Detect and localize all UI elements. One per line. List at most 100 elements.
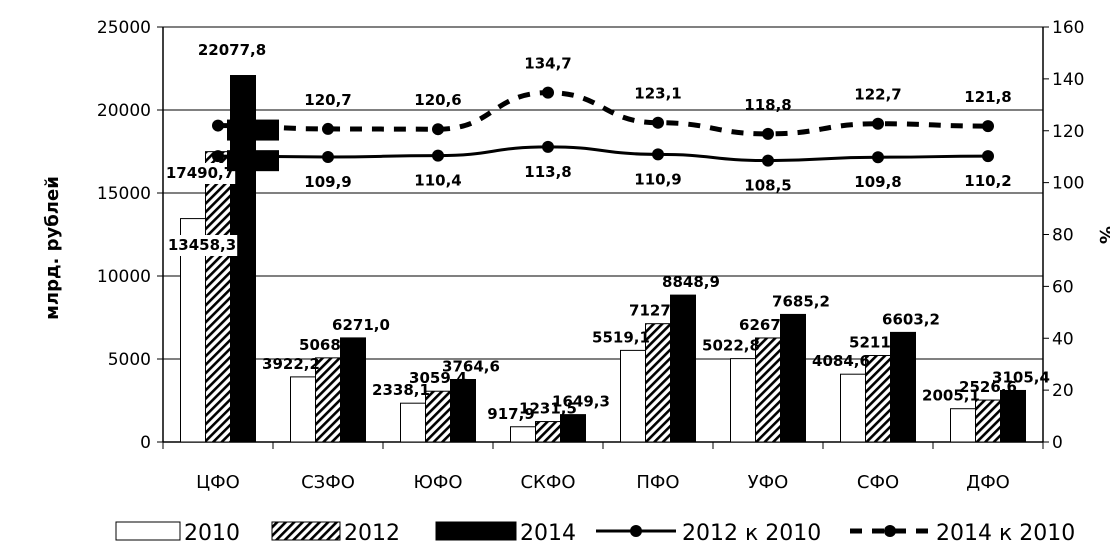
bar-2012 [645,323,671,443]
y2-tick-label: 140 [1052,70,1084,90]
data-label-bg [227,150,279,172]
bar-2010 [840,373,866,443]
data-label-2012: 5068,3 [299,336,357,354]
legend-marker [884,525,896,537]
x-tick-label: СФО [857,472,899,493]
data-label-2012 к 2010: 108,5 [744,177,791,195]
data-label-2014: 6271,0 [332,316,390,334]
y-axis-title: млрд. рублей [42,176,63,320]
y-tick-label: 5000 [108,350,151,370]
x-tick-label: ЦФО [196,472,240,493]
bar-2010 [950,408,976,443]
y-tick-label: 15000 [97,184,151,204]
data-label-2010: 917,9 [487,405,534,423]
data-label-2014: 3764,6 [442,358,500,376]
data-label-2012: 1231,5 [519,400,577,418]
data-label-2012 к 2010: 110,9 [634,170,681,188]
marker-2014 к 2010 [212,119,224,132]
line-series [212,86,994,167]
x-tick-label: ДФО [966,472,1010,493]
bar-2012 [425,390,451,443]
marker-2014 к 2010 [322,122,334,135]
data-label-2014 к 2010: 120,6 [414,91,461,109]
data-label-2012 к 2010: 113,8 [524,163,571,181]
bar-2010 [620,349,646,443]
data-label-2012 к 2010: 109,8 [854,173,901,191]
data-labels: 13458,3 3922,2 2338,1 917,9 5519,1 5022,8 4084… [164,41,1050,423]
data-label-2012: 3059,4 [409,369,467,387]
data-label-2014 к 2010: 120,7 [304,91,351,109]
legend: 2010 2012 2014 2012 к 2010 2014 к 2010 [115,521,1075,546]
gridlines [163,26,1043,360]
bar-2010 [400,402,426,443]
legend-label: 2012 к 2010 [682,521,821,546]
legend-swatch-2014 [435,521,517,541]
marker-2014 к 2010 [982,120,994,133]
data-label-2010: 3922,2 [262,355,320,373]
bar-2014 [1000,389,1026,443]
y-tick-label: 25000 [97,18,151,38]
data-label-2014 к 2010: 121,8 [964,88,1011,106]
bar-2010 [510,426,536,443]
data-label-2010: 2005,1 [922,387,980,405]
data-label-2012: 17490,7 [166,164,234,182]
marker-2012 к 2010 [652,148,664,161]
bar-2014 [670,294,696,443]
marker-2012 к 2010 [322,150,334,163]
x-tick-label: ЮФО [413,472,462,493]
legend-label: 2010 [184,521,240,546]
marker-2014 к 2010 [542,86,554,99]
legend-label: 2012 [344,521,400,546]
axes: 0 5000 10000 15000 20000 25000 0 20 40 60 80 100 120… [97,18,1085,493]
data-label-2010: 5022,8 [702,337,760,355]
data-label-2014: 1649,3 [552,393,610,411]
y2-tick-label: 160 [1052,18,1084,38]
data-label-2014: 22077,8 [198,41,266,59]
bar-2014 [340,337,366,443]
marker-2012 к 2010 [872,151,884,164]
marker-2014 к 2010 [432,123,444,136]
bar-2012 [205,151,231,443]
data-label-bg [166,235,238,256]
data-label-2012 к 2010: 110,4 [414,172,461,190]
data-label-2014 к 2010: 123,1 [634,85,681,103]
y-tick-label: 0 [140,433,151,453]
marker-2012 к 2010 [762,154,774,167]
data-label-2014 к 2010: 122,7 [854,86,901,104]
y2-tick-label: 100 [1052,174,1084,194]
bar-2012 [975,399,1001,443]
marker-2012 к 2010 [212,150,224,163]
x-tick-label: УФО [748,472,789,493]
data-label-2014 к 2010: 118,8 [744,96,791,114]
data-label-2010: 4084,6 [812,352,870,370]
marker-2012 к 2010 [432,149,444,162]
data-label-2014: 7685,2 [772,292,830,310]
data-label-bg [164,163,236,184]
x-tick-label: СКФО [520,472,575,493]
bar-2014 [780,313,806,443]
x-tick-label: СЗФО [301,472,355,493]
data-label-2012 к 2010: 110,2 [229,151,276,169]
y-tick-label: 10000 [97,267,151,287]
marker-2012 к 2010 [542,140,554,153]
data-label-2010: 5519,1 [592,328,650,346]
y2-tick-label: 60 [1052,277,1074,297]
bar-2010 [730,358,756,443]
legend-label: 2014 к 2010 [936,521,1075,546]
y-tick-label: 20000 [97,101,151,121]
data-label-2012: 7127,7 [629,302,687,320]
bar-2012 [755,337,781,443]
y2-tick-label: 80 [1052,226,1074,246]
data-label-bg [227,119,279,141]
y2-tick-label: 40 [1052,329,1074,349]
data-label-2012 к 2010: 110,2 [964,172,1011,190]
data-label-2012: 6267,1 [739,316,797,334]
data-label-2010: 2338,1 [372,381,430,399]
y2-tick-label: 20 [1052,381,1074,401]
data-label-2010: 13458,3 [168,236,236,254]
marker-2014 к 2010 [872,117,884,130]
data-label-2014: 6603,2 [882,310,940,328]
data-label-2014 к 2010: 134,7 [524,55,571,73]
legend-marker [630,525,642,537]
